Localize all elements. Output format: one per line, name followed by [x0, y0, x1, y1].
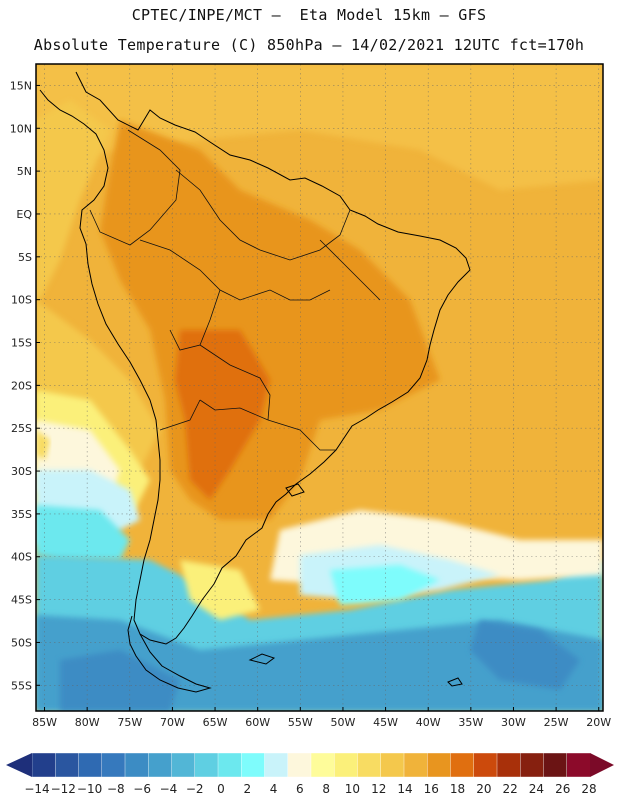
- colorbar-swatch: [171, 752, 196, 778]
- longitude-tick-label: 25W: [544, 716, 569, 729]
- latitude-tick-label: 55S: [11, 679, 32, 692]
- colorbar-label: −4: [160, 782, 178, 796]
- longitude-tick-label: 65W: [203, 716, 228, 729]
- colorbar-label: 24: [529, 782, 544, 796]
- colorbar-label: 28: [581, 782, 596, 796]
- longitude-tick-label: 50W: [331, 716, 356, 729]
- colorbar-label: 2: [243, 782, 251, 796]
- map-title-line-1: CPTEC/INPE/MCT – Eta Model 15km – GFS: [131, 6, 487, 24]
- longitude-tick-label: 85W: [32, 716, 57, 729]
- colorbar-swatch: [473, 752, 498, 778]
- coastlines: [39, 71, 471, 693]
- colorbar-label: −6: [133, 782, 151, 796]
- longitude-tick-label: 80W: [75, 716, 100, 729]
- colorbar-low-arrow: [6, 753, 32, 777]
- colorbar-swatch: [264, 752, 289, 778]
- colorbar-swatch: [78, 752, 103, 778]
- latitude-tick-label: 5S: [18, 251, 32, 264]
- colorbar-swatch: [380, 752, 405, 778]
- colorbar-swatch: [520, 752, 545, 778]
- colorbar-swatch: [450, 752, 475, 778]
- colorbar-label: 8: [322, 782, 330, 796]
- map-title-line-2: Absolute Temperature (C) 850hPa – 14/02/…: [33, 36, 585, 54]
- colorbar-label: 0: [217, 782, 225, 796]
- colorbar-swatch: [566, 752, 591, 778]
- colorbar-label: 12: [371, 782, 386, 796]
- colorbar: −14 −12 −10 −8 −6 −4 −2 0 2 4 6 8 10 12 14 16 18 20 22 24 26…: [6, 752, 614, 796]
- colorbar-swatch: [101, 752, 126, 778]
- colorbar-label: 18: [450, 782, 465, 796]
- longitude-tick-label: 30W: [501, 716, 526, 729]
- latitude-axis: 15N 10N 5N EQ 5S 10S 15S 20S 25S 30S 35S 40S 45S 50S 5…: [10, 79, 40, 692]
- colorbar-label: 22: [503, 782, 518, 796]
- colorbar-swatch: [55, 752, 80, 778]
- map-frame: [35, 63, 604, 712]
- latitude-tick-label: 50S: [11, 636, 32, 649]
- colorbar-swatch: [496, 752, 521, 778]
- colorbar-label: −8: [107, 782, 125, 796]
- colorbar-swatch: [217, 752, 242, 778]
- graticule: [36, 64, 603, 711]
- longitude-tick-label: 45W: [373, 716, 398, 729]
- longitude-tick-label: 70W: [160, 716, 185, 729]
- temperature-field: [36, 64, 603, 711]
- latitude-tick-label: 40S: [11, 551, 32, 564]
- colorbar-swatch: [310, 752, 335, 778]
- colorbar-label: 6: [296, 782, 304, 796]
- colorbar-label: 14: [397, 782, 412, 796]
- country-borders: [89, 129, 381, 451]
- colorbar-swatch: [287, 752, 312, 778]
- colorbar-high-arrow: [590, 753, 614, 777]
- colorbar-swatch: [241, 752, 266, 778]
- longitude-axis: 85W 80W 75W 70W 65W 60W 55W 50W 45W 40W 35W 30W 25W 2…: [32, 707, 611, 729]
- colorbar-swatch: [403, 752, 428, 778]
- latitude-tick-label: EQ: [16, 208, 32, 221]
- colorbar-swatch: [124, 752, 149, 778]
- colorbar-swatch: [427, 752, 452, 778]
- longitude-tick-label: 40W: [416, 716, 441, 729]
- latitude-tick-label: 10S: [11, 294, 32, 307]
- latitude-tick-label: 10N: [10, 122, 32, 135]
- colorbar-label: 16: [424, 782, 439, 796]
- colorbar-label: 26: [555, 782, 570, 796]
- latitude-tick-label: 15N: [10, 79, 32, 92]
- latitude-tick-label: 5N: [17, 165, 32, 178]
- latitude-tick-label: 45S: [11, 594, 32, 607]
- colorbar-label: −12: [51, 782, 76, 796]
- latitude-tick-label: 15S: [11, 337, 32, 350]
- colorbar-label: −14: [24, 782, 49, 796]
- colorbar-swatch: [334, 752, 359, 778]
- colorbar-label: −2: [186, 782, 204, 796]
- colorbar-label: 4: [270, 782, 278, 796]
- colorbar-label: 10: [345, 782, 360, 796]
- colorbar-swatch: [148, 752, 173, 778]
- longitude-tick-label: 20W: [586, 716, 611, 729]
- colorbar-swatch: [543, 752, 568, 778]
- longitude-tick-label: 75W: [117, 716, 142, 729]
- longitude-tick-label: 55W: [288, 716, 313, 729]
- colorbar-swatch: [194, 752, 219, 778]
- colorbar-label: 20: [476, 782, 491, 796]
- longitude-tick-label: 60W: [245, 716, 270, 729]
- colorbar-swatch: [31, 752, 56, 778]
- latitude-tick-label: 30S: [11, 465, 32, 478]
- colorbar-label: −10: [77, 782, 102, 796]
- longitude-tick-label: 35W: [458, 716, 483, 729]
- latitude-tick-label: 20S: [11, 379, 32, 392]
- latitude-tick-label: 35S: [11, 508, 32, 521]
- colorbar-swatch: [357, 752, 382, 778]
- latitude-tick-label: 25S: [11, 422, 32, 435]
